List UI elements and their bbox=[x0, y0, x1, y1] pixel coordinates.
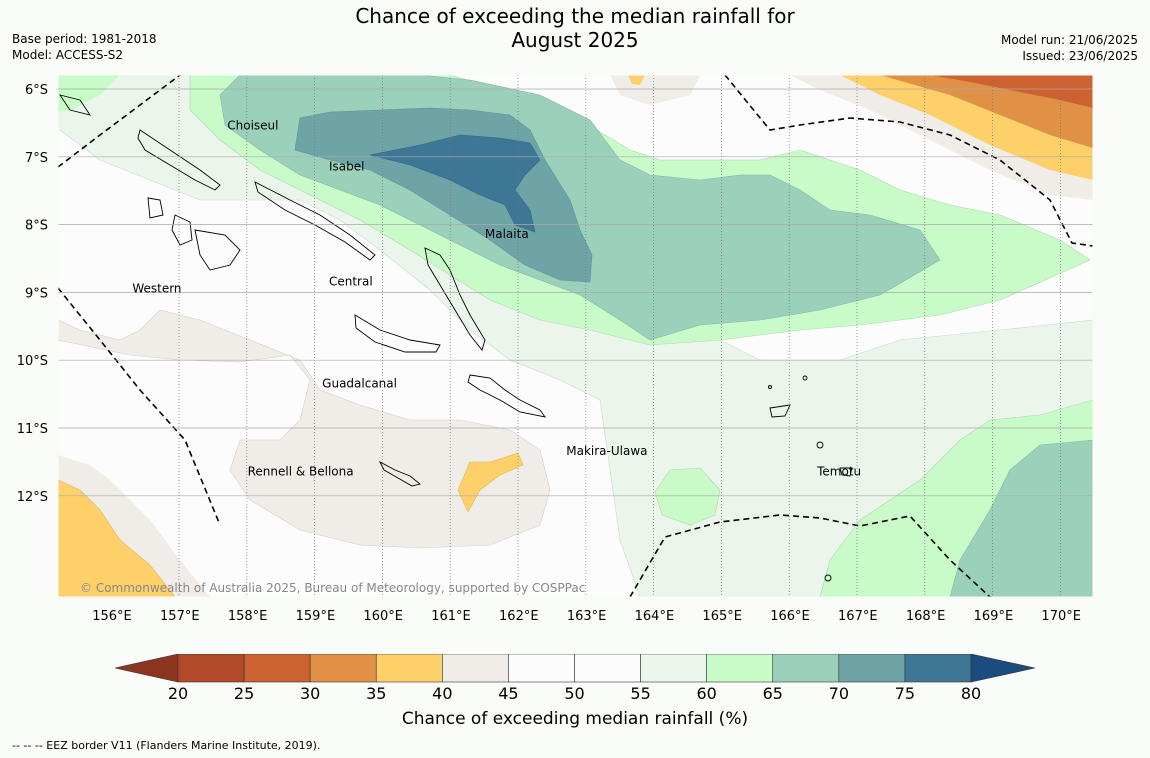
contour-60-65-topleft bbox=[58, 75, 120, 112]
region-label: Rennell & Bellona bbox=[248, 464, 354, 478]
colorbar-under-arrow bbox=[114, 654, 179, 683]
map-field bbox=[58, 75, 1093, 597]
colorbar-tick-label: 75 bbox=[894, 684, 916, 703]
colorbar-tick-label: 30 bbox=[299, 684, 321, 703]
colorbar-tick-label: 40 bbox=[432, 684, 453, 703]
colorbar-swatch bbox=[177, 654, 245, 683]
contour-40-45-south bbox=[58, 309, 551, 549]
colorbar-tick-label: 25 bbox=[233, 684, 255, 703]
colorbar-swatch bbox=[574, 654, 641, 683]
map-frame bbox=[57, 74, 1094, 598]
colorbar-swatch bbox=[772, 654, 840, 683]
contour-35-40-southwest bbox=[58, 479, 176, 597]
colorbar-swatch bbox=[375, 654, 443, 683]
colorbar-tick-label: 35 bbox=[366, 684, 387, 703]
lon-tick-label: 162°E bbox=[499, 609, 539, 624]
contour-se-65-70 bbox=[949, 439, 1093, 597]
colorbar-tick-label: 50 bbox=[564, 684, 585, 703]
region-label: Isabel bbox=[329, 159, 364, 173]
lat-tick-label: 12°S bbox=[17, 490, 48, 505]
contour-35-40-top bbox=[628, 75, 645, 85]
colorbar-tick-label: 20 bbox=[167, 684, 189, 703]
base-period: Base period: 1981-2018 bbox=[12, 32, 157, 46]
lon-tick-label: 163°E bbox=[567, 609, 607, 624]
lat-tick-label: 8°S bbox=[25, 219, 48, 234]
lat-tick-label: 10°S bbox=[17, 354, 48, 369]
colorbar-tick-label: 60 bbox=[696, 684, 717, 703]
colorbar-swatch bbox=[243, 654, 311, 683]
region-labels: Choiseul Isabel Malaita Central Western Guada… bbox=[132, 119, 861, 479]
region-label: Temotu bbox=[816, 464, 861, 478]
eez-borders bbox=[58, 75, 1093, 597]
colorbar-tick-label: 65 bbox=[762, 684, 783, 703]
region-label: Western bbox=[132, 281, 181, 295]
colorbar-swatch bbox=[508, 654, 575, 683]
islands bbox=[58, 94, 853, 582]
lon-tick-label: 167°E bbox=[838, 609, 878, 624]
colorbar-tick-label: 70 bbox=[828, 684, 849, 703]
region-label: Makira-Ulawa bbox=[566, 444, 647, 458]
region-label: Malaita bbox=[485, 227, 529, 241]
meta-left: Base period: 1981-2018 Model: ACCESS-S2 bbox=[12, 31, 157, 63]
lon-tick-label: 166°E bbox=[770, 609, 810, 624]
title-line-1: Chance of exceeding the median rainfall … bbox=[355, 4, 795, 28]
lon-tick-label: 157°E bbox=[160, 609, 200, 624]
region-label: Guadalcanal bbox=[322, 376, 397, 390]
colorbar-over-arrow bbox=[970, 654, 1036, 683]
region-label: Central bbox=[329, 275, 373, 289]
longitude-axis: 156°E 157°E 158°E 159°E 160°E 161°E 162°E 163°E… bbox=[92, 609, 1081, 624]
copyright-text: © Commonwealth of Australia 2025, Bureau… bbox=[80, 581, 585, 595]
lon-tick-label: 165°E bbox=[702, 609, 742, 624]
colorbar-swatch bbox=[309, 654, 377, 683]
lon-tick-label: 161°E bbox=[431, 609, 471, 624]
colorbar-swatch bbox=[640, 654, 707, 683]
colorbar-swatch bbox=[442, 654, 509, 683]
colorbar-ticks: 20 25 30 35 40 45 50 55 60 65 70 75 80 bbox=[0, 684, 1150, 704]
colorbar bbox=[114, 654, 1036, 683]
lat-tick-label: 9°S bbox=[25, 286, 48, 301]
title-line-2: August 2025 bbox=[511, 28, 639, 52]
region-label: Choiseul bbox=[227, 119, 278, 133]
rainfall-map: Choiseul Isabel Malaita Central Western Guada… bbox=[17, 74, 1094, 624]
lon-tick-label: 168°E bbox=[906, 609, 946, 624]
lon-tick-label: 164°E bbox=[635, 609, 675, 624]
contour-35-40-south bbox=[457, 452, 524, 513]
lat-tick-label: 11°S bbox=[17, 422, 48, 437]
contour-25-30-northeast bbox=[930, 75, 1093, 108]
lat-tick-label: 7°S bbox=[25, 151, 48, 166]
colorbar-swatch bbox=[706, 654, 774, 683]
colorbar-swatch bbox=[904, 654, 972, 683]
colorbar-tick-label: 55 bbox=[630, 684, 651, 703]
latitude-axis: 6°S 7°S 8°S 9°S 10°S 11°S 12°S bbox=[17, 83, 48, 505]
lon-tick-label: 159°E bbox=[296, 609, 336, 624]
issued-date: Issued: 23/06/2025 bbox=[1022, 49, 1138, 63]
lon-tick-label: 169°E bbox=[974, 609, 1014, 624]
gridlines bbox=[58, 75, 1093, 597]
eez-note: -- -- -- EEZ border V11 (Flanders Marine… bbox=[12, 739, 321, 752]
model-run: Model run: 21/06/2025 bbox=[1000, 33, 1138, 47]
lon-tick-label: 170°E bbox=[1041, 609, 1081, 624]
model-name: Model: ACCESS-S2 bbox=[12, 48, 124, 62]
contour-75-80 bbox=[369, 134, 541, 233]
meta-right: Model run: 21/06/2025 Issued: 23/06/2025 bbox=[1001, 32, 1138, 64]
colorbar-tick-label: 80 bbox=[960, 684, 982, 703]
lat-tick-label: 6°S bbox=[25, 83, 48, 98]
colorbar-swatch bbox=[838, 654, 906, 683]
colorbar-tick-label: 45 bbox=[498, 684, 519, 703]
lon-tick-label: 158°E bbox=[228, 609, 268, 624]
colorbar-title: Chance of exceeding median rainfall (%) bbox=[401, 709, 749, 729]
lon-tick-label: 160°E bbox=[363, 609, 403, 624]
lon-tick-label: 156°E bbox=[92, 609, 132, 624]
map-title: Chance of exceeding the median rainfall … bbox=[0, 4, 1150, 52]
